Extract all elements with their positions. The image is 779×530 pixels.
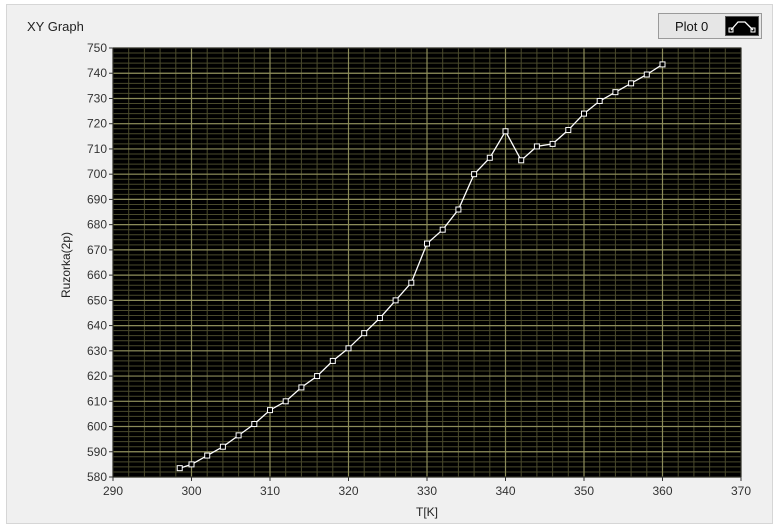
y-tick-label: 600	[87, 420, 107, 434]
x-axis-label: T[K]	[416, 505, 438, 519]
x-tick-label: 320	[338, 484, 358, 498]
data-point	[502, 128, 509, 135]
data-point	[518, 157, 525, 164]
data-point	[596, 97, 603, 104]
data-point	[628, 80, 635, 87]
data-point	[314, 373, 321, 380]
y-tick-label: 730	[87, 91, 107, 105]
data-point	[176, 465, 183, 472]
x-axis: 290 300 310 320 330 340 350 360 370	[103, 477, 751, 498]
data-point	[565, 127, 572, 134]
legend-label: Plot 0	[675, 19, 709, 34]
y-tick-label: 630	[87, 344, 107, 358]
y-tick-label: 700	[87, 167, 107, 181]
data-point	[204, 452, 211, 459]
data-point	[251, 421, 258, 428]
data-point	[424, 240, 430, 247]
data-point	[282, 398, 289, 405]
y-tick-label: 690	[87, 192, 107, 206]
y-tick-label: 720	[87, 117, 107, 131]
data-point	[643, 71, 650, 78]
data-point	[267, 407, 273, 414]
y-tick-label: 610	[87, 394, 107, 408]
x-tick-label: 370	[731, 484, 751, 498]
y-tick-label: 680	[87, 218, 107, 232]
data-point	[376, 315, 383, 322]
data-point	[439, 226, 446, 233]
x-tick-label: 360	[652, 484, 672, 498]
data-point	[235, 432, 242, 439]
y-tick-label: 640	[87, 319, 107, 333]
x-tick-label: 340	[495, 484, 515, 498]
plot-area	[112, 47, 742, 478]
data-point	[329, 357, 336, 364]
data-point	[549, 140, 556, 147]
y-tick-label: 660	[87, 268, 107, 282]
y-tick-label: 710	[87, 142, 107, 156]
x-tick-label: 300	[181, 484, 201, 498]
line-with-square-markers-icon[interactable]	[725, 16, 759, 36]
y-tick-label: 670	[87, 243, 107, 257]
data-point	[581, 110, 587, 117]
y-axis-label: Ruzorka(2p)	[59, 232, 73, 298]
plot-legend[interactable]: Plot 0	[658, 13, 762, 39]
y-tick-label: 740	[87, 66, 107, 80]
data-point	[533, 143, 540, 150]
y-tick-label: 750	[87, 41, 107, 55]
x-tick-label: 290	[103, 484, 123, 498]
x-tick-label: 310	[260, 484, 280, 498]
data-point	[219, 443, 226, 450]
y-axis: 580 590 600 610 620 630 640 650 660 670 680 690 700 7…	[87, 41, 113, 484]
data-point	[659, 61, 666, 68]
data-point	[298, 384, 305, 391]
graph-title: XY Graph	[27, 19, 84, 34]
y-tick-label: 580	[87, 470, 107, 484]
data-point	[345, 345, 352, 352]
x-tick-label: 330	[417, 484, 437, 498]
data-point	[408, 279, 415, 286]
data-point	[471, 171, 478, 178]
y-tick-label: 620	[87, 369, 107, 383]
x-tick-label: 350	[574, 484, 594, 498]
data-point	[361, 330, 368, 337]
data-point	[612, 89, 619, 96]
data-point	[188, 461, 195, 468]
series-plot-0	[176, 61, 666, 472]
y-tick-label: 590	[87, 445, 107, 459]
y-tick-label: 650	[87, 293, 107, 307]
data-point	[455, 206, 462, 213]
data-point	[392, 297, 399, 304]
data-point	[486, 154, 493, 161]
